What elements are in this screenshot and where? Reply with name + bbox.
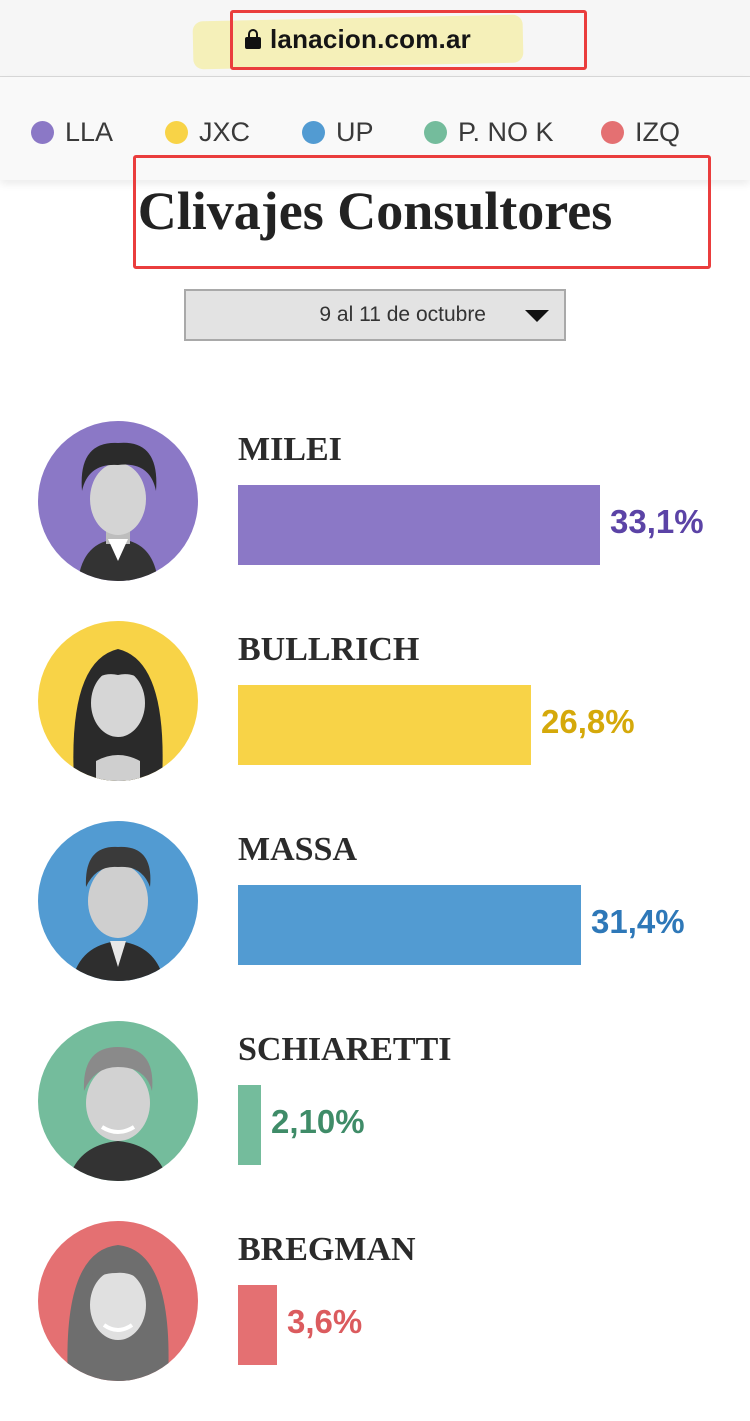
legend-dot	[302, 121, 325, 144]
candidate-photo	[38, 1221, 198, 1381]
vote-bar	[238, 485, 600, 565]
legend-dot	[165, 121, 188, 144]
candidate-name: BULLRICH	[238, 631, 420, 668]
date-range-value: 9 al 11 de octubre	[319, 303, 486, 326]
legend-item-jxc: JXC	[165, 117, 250, 148]
candidate-row-bregman: BREGMAN 3,6%	[0, 1221, 750, 1421]
annotation-box-url	[230, 10, 587, 70]
vote-bar	[238, 1085, 261, 1165]
candidate-photo	[38, 1021, 198, 1181]
legend-item-izq: IZQ	[601, 117, 680, 148]
candidate-name: MILEI	[238, 431, 342, 468]
candidate-name: SCHIARETTI	[238, 1031, 452, 1068]
legend-label: LLA	[65, 117, 114, 147]
vote-percentage: 3,6%	[287, 1303, 363, 1340]
vote-percentage: 2,10%	[271, 1103, 365, 1140]
candidate-name: BREGMAN	[238, 1231, 416, 1268]
legend-item-lla: LLA	[31, 117, 113, 148]
legend-dot	[601, 121, 624, 144]
candidate-photo	[38, 421, 198, 581]
vote-bar	[238, 885, 581, 965]
legend-label: IZQ	[635, 117, 680, 147]
candidate-name: MASSA	[238, 831, 358, 868]
lock-icon	[245, 29, 261, 49]
candidate-photo	[38, 821, 198, 981]
candidate-row-bullrich: BULLRICH 26,8%	[0, 621, 750, 821]
annotation-box-title	[133, 155, 711, 269]
caret-down-icon	[525, 310, 549, 322]
legend-dot	[31, 121, 54, 144]
candidate-row-schiaretti: SCHIARETTI 2,10%	[0, 1021, 750, 1221]
candidate-row-massa: MASSA 31,4%	[0, 821, 750, 1021]
legend-label: P. NO K	[458, 117, 554, 147]
party-legend: LLA JXC UP P. NO K IZQ	[0, 77, 750, 180]
candidate-row-milei: MILEI 33,1%	[0, 421, 750, 621]
vote-percentage: 26,8%	[541, 703, 635, 740]
vote-percentage: 31,4%	[591, 903, 685, 940]
legend-label: JXC	[199, 117, 251, 147]
vote-percentage: 33,1%	[610, 503, 704, 540]
vote-bar	[238, 1285, 277, 1365]
date-range-select[interactable]: 9 al 11 de octubre	[184, 289, 566, 341]
legend-label: UP	[336, 117, 374, 147]
url-text: lanacion.com.ar	[270, 23, 471, 54]
page-title: Clivajes Consultores	[137, 181, 613, 241]
legend-item-up: UP	[302, 117, 374, 148]
legend-dot	[424, 121, 447, 144]
candidate-photo	[38, 621, 198, 781]
legend-item-pnok: P. NO K	[424, 117, 554, 148]
vote-bar	[238, 685, 531, 765]
url-display[interactable]: lanacion.com.ar	[245, 20, 471, 58]
